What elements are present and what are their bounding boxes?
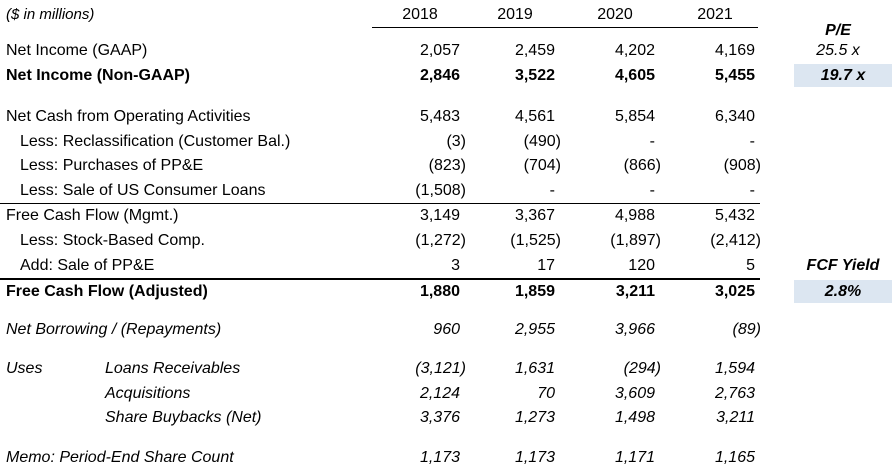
fcf-yield-label: FCF Yield (806, 257, 880, 274)
cell-value: (1,508) (415, 182, 466, 199)
pe-non-gaap-value: 19.7 x (820, 67, 866, 84)
cell-value: 1,631 (514, 360, 555, 377)
fcf-mgmt-divider (0, 203, 760, 204)
cell-value: 4,605 (614, 67, 655, 84)
year-header-2020: 2020 (597, 6, 633, 23)
cell-value: 2,057 (419, 42, 460, 59)
cell-value: (1,897) (610, 232, 661, 249)
cell-value: (1,272) (415, 232, 466, 249)
cell-value: 120 (628, 257, 655, 274)
cell-value: 1,498 (614, 409, 655, 426)
cell-value: 5,455 (714, 67, 755, 84)
cell-value: (908) (723, 157, 761, 174)
cell-value: - (649, 182, 655, 199)
fcf-adjusted-divider (0, 278, 760, 280)
cell-value: 3,367 (514, 207, 555, 224)
row-label-purchases-ppe: Less: Purchases of PP&E (20, 157, 204, 174)
cell-value: 4,561 (514, 108, 555, 125)
cell-value: 3,025 (714, 283, 755, 300)
cell-value: 1,273 (514, 409, 555, 426)
cell-value: (704) (523, 157, 561, 174)
cell-value: (2,412) (710, 232, 761, 249)
cell-value: 2,846 (419, 67, 460, 84)
row-label-net-borrowing: Net Borrowing / (Repayments) (6, 321, 222, 338)
cell-value: 5,432 (714, 207, 755, 224)
cell-value: (823) (428, 157, 466, 174)
pe-label: P/E (825, 22, 851, 39)
cell-value: 1,165 (714, 449, 755, 466)
year-header-2021: 2021 (697, 6, 733, 23)
row-label-stock-based-comp: Less: Stock-Based Comp. (20, 232, 205, 249)
header-underline (372, 27, 758, 28)
row-label-operating-cash: Net Cash from Operating Activities (6, 108, 251, 125)
row-label-fcf-mgmt: Free Cash Flow (Mgmt.) (6, 207, 179, 224)
row-label-acquisitions: Acquisitions (105, 385, 191, 402)
cell-value: 3,966 (614, 321, 655, 338)
cell-value: 2,459 (514, 42, 555, 59)
cell-value: 3,149 (419, 207, 460, 224)
row-label-uses: Uses (6, 360, 43, 377)
cell-value: (866) (623, 157, 661, 174)
pe-gaap-value: 25.5 x (816, 42, 860, 59)
row-label-loans-receivables: Loans Receivables (105, 360, 241, 377)
year-header-2019: 2019 (497, 6, 533, 23)
cell-value: 70 (537, 385, 555, 402)
cell-value: 17 (537, 257, 555, 274)
cell-value: 4,202 (614, 42, 655, 59)
cell-value: (3) (446, 133, 466, 150)
row-label-share-buybacks: Share Buybacks (Net) (105, 409, 262, 426)
cell-value: 1,880 (419, 283, 460, 300)
cell-value: - (549, 182, 555, 199)
row-label-net-income-gaap: Net Income (GAAP) (6, 42, 148, 59)
row-label-share-count: Memo: Period-End Share Count (6, 449, 234, 466)
year-header-2018: 2018 (402, 6, 438, 23)
cell-value: (3,121) (415, 360, 466, 377)
cell-value: 2,763 (714, 385, 755, 402)
cell-value: 3,376 (419, 409, 460, 426)
cell-value: 3 (451, 257, 460, 274)
row-label-net-income-non-gaap: Net Income (Non-GAAP) (6, 67, 190, 84)
fcf-yield-highlight-box (794, 280, 892, 303)
cell-value: 6,340 (714, 108, 755, 125)
cell-value: 960 (433, 321, 460, 338)
cell-value: 1,173 (419, 449, 460, 466)
cell-value: 2,955 (514, 321, 555, 338)
cell-value: (294) (623, 360, 661, 377)
cell-value: 4,988 (614, 207, 655, 224)
row-label-sale-ppe: Add: Sale of PP&E (20, 257, 155, 274)
pe-highlight-box (794, 64, 892, 87)
cell-value: 1,171 (614, 449, 655, 466)
cell-value: 2,124 (419, 385, 460, 402)
cell-value: 1,594 (714, 360, 755, 377)
row-label-sale-consumer-loans: Less: Sale of US Consumer Loans (20, 182, 266, 199)
cell-value: 4,169 (714, 42, 755, 59)
cell-value: 3,211 (716, 409, 755, 426)
cell-value: (490) (523, 133, 561, 150)
cell-value: - (749, 182, 755, 199)
cell-value: 1,859 (514, 283, 555, 300)
cell-value: 5 (746, 257, 755, 274)
cell-value: 3,522 (514, 67, 555, 84)
cell-value: 5,854 (614, 108, 655, 125)
cell-value: - (749, 133, 755, 150)
cell-value: (89) (732, 321, 761, 338)
cell-value: 1,173 (514, 449, 555, 466)
cell-value: 5,483 (419, 108, 460, 125)
cell-value: - (649, 133, 655, 150)
row-label-fcf-adjusted: Free Cash Flow (Adjusted) (6, 283, 208, 300)
row-label-reclassification: Less: Reclassification (Customer Bal.) (20, 133, 291, 150)
fcf-yield-value: 2.8% (824, 283, 862, 300)
units-label: ($ in millions) (6, 6, 95, 23)
cell-value: 3,211 (615, 283, 655, 300)
cell-value: (1,525) (510, 232, 561, 249)
cell-value: 3,609 (614, 385, 655, 402)
